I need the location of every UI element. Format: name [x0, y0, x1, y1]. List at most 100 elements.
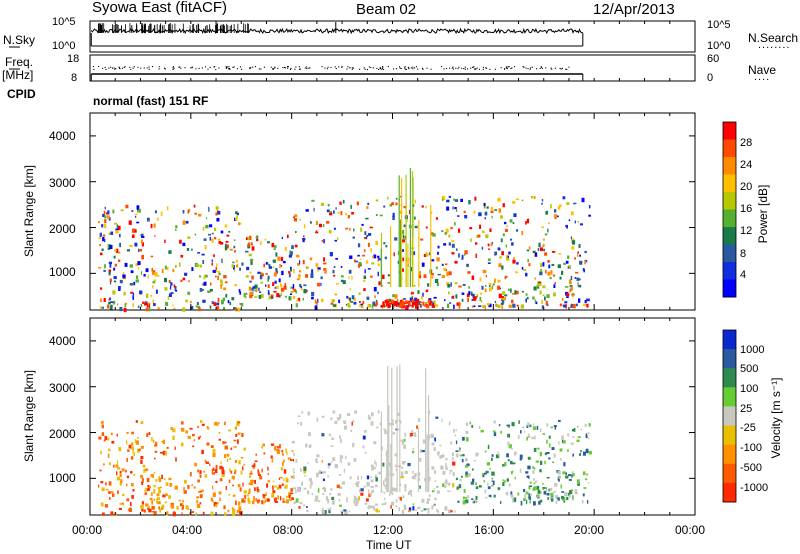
echo-cell — [414, 225, 418, 229]
echo-cell — [204, 474, 207, 478]
echo-cell — [510, 494, 514, 498]
echo-cell — [474, 196, 477, 201]
echo-cell — [255, 498, 257, 502]
echo-cell — [366, 482, 370, 487]
echo-cell — [475, 482, 477, 485]
echo-cell — [367, 268, 371, 270]
echo-cell — [463, 210, 466, 214]
echo-cell — [523, 269, 527, 271]
echo-cell — [208, 233, 212, 236]
nave-dot — [451, 67, 453, 69]
echo-cell — [140, 505, 144, 509]
echo-cell — [568, 474, 572, 477]
echo-cell — [164, 477, 166, 481]
echo-cell — [279, 283, 283, 287]
echo-cell — [242, 466, 244, 471]
echo-cell — [198, 436, 201, 440]
velocity-ytick-4000: 4000 — [49, 334, 76, 348]
echo-cell — [582, 471, 586, 476]
echo-cell — [547, 271, 551, 276]
echo-cell — [553, 425, 557, 427]
echo-cell — [110, 432, 113, 436]
echo-cell — [225, 293, 228, 298]
echo-cell — [441, 196, 446, 200]
echo-cell — [390, 505, 392, 509]
echo-cell — [506, 478, 509, 482]
echo-cell — [464, 465, 469, 468]
echo-cell — [519, 454, 523, 459]
echo-cell — [294, 244, 298, 248]
echo-cell — [316, 263, 319, 268]
echo-cell — [124, 262, 128, 267]
echo-cell — [434, 304, 438, 307]
echo-cell — [121, 502, 124, 505]
echo-cell — [141, 481, 144, 486]
echo-cell — [585, 433, 588, 436]
echo-cell — [485, 275, 487, 278]
velocity-cbar-tick-5: -100 — [740, 442, 763, 454]
echo-cell — [179, 239, 182, 244]
echo-cell — [290, 293, 292, 295]
echo-cell — [428, 494, 431, 497]
echo-cell — [218, 272, 221, 276]
echo-cell — [108, 448, 111, 452]
echo-cell — [562, 471, 566, 475]
echo-cell — [203, 281, 207, 286]
echo-cell — [275, 497, 277, 502]
echo-cell — [548, 264, 551, 269]
echo-cell — [525, 221, 527, 225]
echo-cell — [282, 260, 286, 264]
echo-cell — [264, 238, 267, 241]
echo-cell — [199, 475, 202, 478]
echo-cell — [450, 282, 452, 287]
nave-dot — [158, 66, 160, 68]
echo-cell — [544, 452, 548, 456]
echo-cell — [359, 489, 361, 493]
echo-cell — [182, 242, 186, 247]
echo-cell — [434, 278, 439, 283]
nave-dot — [113, 67, 115, 69]
echo-cell — [220, 461, 222, 465]
echo-cell — [339, 486, 343, 489]
nave-dot — [529, 68, 531, 70]
echo-cell — [569, 289, 571, 293]
echo-cell — [278, 484, 282, 489]
echo-cell — [156, 497, 161, 500]
echo-cell — [561, 495, 564, 500]
echo-cell — [408, 510, 411, 513]
echo-cell — [243, 463, 246, 466]
echo-cell — [285, 495, 289, 498]
echo-cell — [561, 438, 564, 443]
echo-cell — [353, 259, 356, 263]
echo-cell — [199, 502, 202, 505]
echo-cell — [337, 492, 341, 497]
echo-cell — [164, 277, 167, 283]
echo-cell — [457, 228, 461, 233]
echo-cell — [212, 452, 216, 458]
echo-cell — [329, 252, 333, 257]
echo-cell — [212, 492, 216, 497]
echo-cell — [482, 269, 487, 274]
echo-cell — [541, 202, 543, 205]
echo-cell — [420, 238, 424, 241]
echo-cell — [231, 264, 234, 268]
echo-cell — [400, 439, 404, 442]
echo-cell — [571, 211, 574, 216]
velocity-cbar-tick-4: -25 — [740, 422, 756, 434]
echo-cell — [258, 295, 262, 299]
echo-cell — [367, 243, 370, 247]
echo-cell — [520, 304, 524, 309]
nave-dot — [382, 68, 385, 70]
echo-cell — [357, 475, 359, 480]
nave-dot — [284, 66, 286, 68]
echo-cell — [310, 221, 312, 224]
echo-cell — [395, 505, 398, 508]
echo-cell — [296, 299, 299, 302]
echo-cell — [383, 428, 385, 431]
echo-cell — [442, 470, 446, 475]
echo-cell — [467, 297, 469, 302]
echo-cell — [297, 487, 301, 491]
echo-cell — [549, 487, 553, 491]
echo-cell — [254, 284, 258, 289]
echo-cell — [511, 292, 516, 295]
